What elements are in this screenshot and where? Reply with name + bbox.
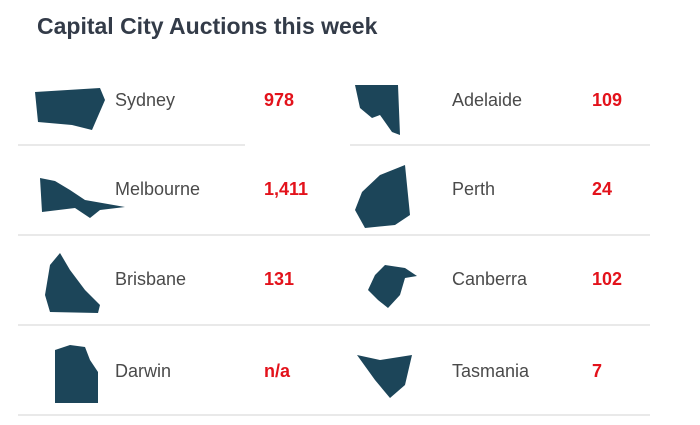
city-name: Sydney bbox=[115, 90, 175, 110]
state-icon bbox=[368, 265, 417, 308]
state-icon bbox=[355, 85, 400, 135]
state-icon bbox=[357, 355, 412, 398]
state-icon bbox=[55, 345, 98, 403]
city-name: Tasmania bbox=[452, 361, 530, 381]
auction-count: 109 bbox=[592, 90, 622, 110]
auction-count: 24 bbox=[592, 179, 612, 199]
city-name: Brisbane bbox=[115, 269, 186, 289]
auction-count: 978 bbox=[264, 90, 294, 110]
auction-count: 1,411 bbox=[264, 179, 308, 199]
auction-count: 131 bbox=[264, 269, 294, 289]
state-icon bbox=[40, 178, 125, 218]
state-icon bbox=[45, 253, 100, 313]
city-name: Adelaide bbox=[452, 90, 522, 110]
state-icon bbox=[355, 165, 410, 228]
auction-count: 7 bbox=[592, 361, 602, 381]
auction-count: n/a bbox=[264, 361, 291, 381]
city-name: Perth bbox=[452, 179, 495, 199]
panel-title: Capital City Auctions this week bbox=[37, 13, 378, 39]
city-name: Melbourne bbox=[115, 179, 200, 199]
city-name: Canberra bbox=[452, 269, 528, 289]
state-icon bbox=[35, 88, 105, 130]
auction-count: 102 bbox=[592, 269, 622, 289]
city-name: Darwin bbox=[115, 361, 171, 381]
